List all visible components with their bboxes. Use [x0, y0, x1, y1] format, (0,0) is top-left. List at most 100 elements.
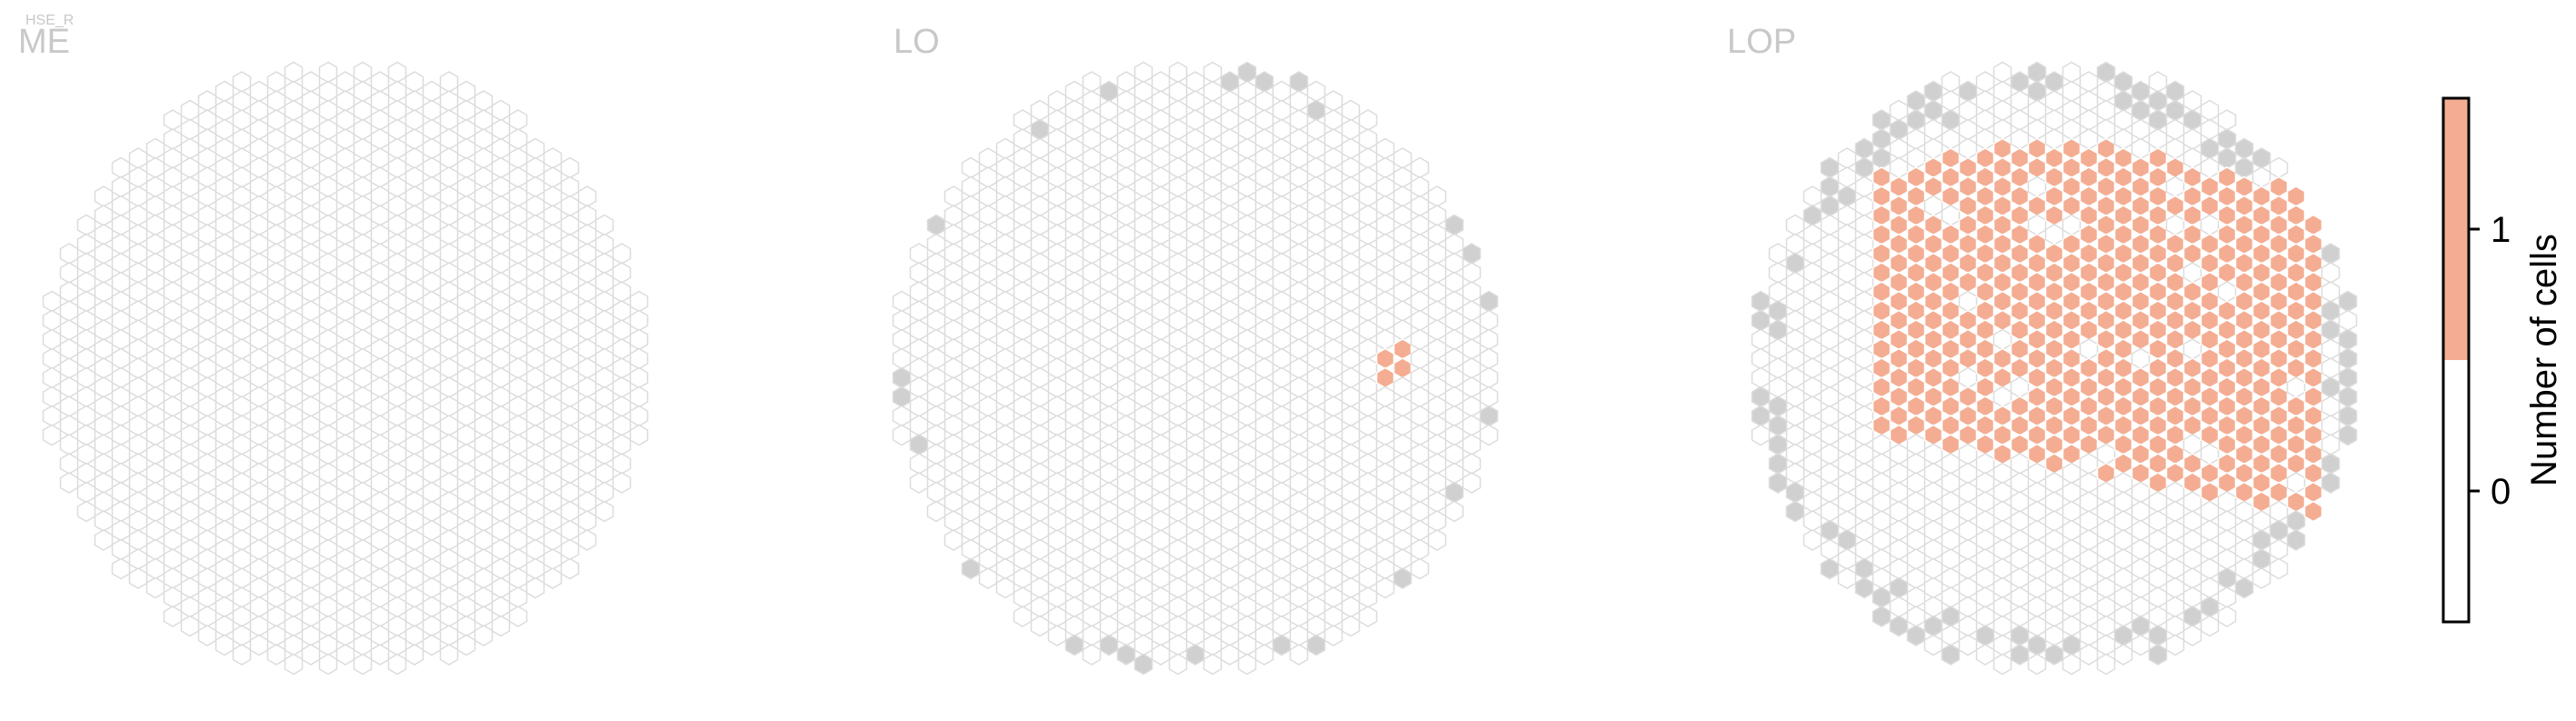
hex-column — [2113, 376, 2133, 398]
hex-column — [2234, 214, 2254, 236]
hex-column — [1479, 424, 1499, 446]
hex-column — [508, 185, 528, 207]
hex-column — [1923, 99, 1943, 122]
hex-column — [76, 424, 96, 446]
hex-column — [2182, 510, 2202, 532]
hex-column — [2131, 576, 2151, 599]
hex-column — [1854, 271, 1874, 294]
hex-column — [2217, 262, 2237, 284]
hex-column — [1254, 625, 1274, 646]
hex-column — [1410, 424, 1430, 446]
hex-column — [1375, 481, 1395, 504]
hex-column — [232, 453, 252, 475]
hex-column — [2044, 472, 2064, 494]
hex-column — [1237, 424, 1257, 446]
hex-column — [1889, 156, 1909, 179]
hex-column — [301, 396, 321, 417]
hex-column — [961, 386, 981, 408]
hex-column — [284, 538, 304, 561]
hex-column — [145, 366, 165, 389]
hex-column — [978, 338, 998, 360]
hex-column — [232, 128, 252, 150]
hex-column — [1306, 615, 1326, 637]
hex-column — [439, 205, 459, 226]
hex-column — [1289, 510, 1309, 532]
hex-column — [1168, 519, 1188, 542]
hex-column — [1082, 224, 1102, 245]
hex-column — [1410, 443, 1430, 466]
hex-column — [163, 453, 183, 475]
hex-column — [456, 99, 476, 122]
hex-column — [629, 290, 649, 313]
hex-column — [422, 347, 442, 370]
hex-column — [301, 300, 321, 322]
hex-column — [422, 405, 442, 427]
panel-title-me: ME — [18, 23, 70, 61]
hex-column — [474, 128, 494, 150]
hex-column — [491, 386, 511, 408]
hex-column — [266, 586, 286, 608]
hex-column — [197, 357, 217, 379]
hex-column — [2044, 109, 2064, 131]
hex-column — [335, 300, 355, 322]
hex-column — [2079, 415, 2099, 436]
hex-column — [1237, 481, 1257, 504]
hex-column — [1254, 586, 1274, 608]
hex-column — [474, 491, 494, 513]
hex-column — [2027, 634, 2047, 656]
hex-column — [1802, 300, 1822, 322]
hex-column — [1872, 491, 1892, 513]
hex-column — [266, 166, 286, 188]
hex-column — [1410, 405, 1430, 427]
hex-column — [2338, 386, 2358, 408]
hex-column — [1220, 243, 1240, 265]
hex-column — [1064, 175, 1084, 198]
panel-lo: LO — [892, 23, 1499, 676]
hex-column — [1237, 252, 1257, 275]
hex-column — [456, 118, 476, 141]
hex-column — [2131, 328, 2151, 351]
hex-column — [2286, 529, 2306, 551]
hex-column — [1289, 415, 1309, 436]
hex-column — [2252, 548, 2271, 570]
hex-column — [1272, 462, 1292, 485]
hex-column — [197, 205, 217, 226]
hex-column — [1341, 214, 1361, 236]
hex-column — [301, 357, 321, 379]
hex-column — [1306, 328, 1326, 351]
hex-column — [2303, 481, 2323, 504]
hex-column — [594, 214, 614, 236]
hex-column — [456, 386, 476, 408]
hex-column — [2200, 118, 2220, 141]
hex-column — [215, 80, 235, 103]
hex-column — [560, 347, 580, 370]
hex-column — [2027, 576, 2047, 599]
hex-column — [301, 453, 321, 475]
hex-column — [370, 90, 390, 112]
hex-column — [909, 338, 929, 360]
hex-column — [909, 415, 929, 436]
hex-column — [335, 90, 355, 112]
hex-column — [1082, 338, 1102, 360]
hex-column — [145, 214, 165, 236]
hex-column — [961, 252, 981, 275]
hex-column — [180, 576, 200, 599]
hex-column — [1341, 271, 1361, 294]
hex-column — [163, 415, 183, 436]
hex-column — [197, 147, 217, 169]
hex-column — [1168, 481, 1188, 504]
hex-column — [508, 491, 528, 513]
hex-column — [145, 290, 165, 313]
hex-column — [1837, 357, 1857, 379]
hex-column — [1237, 615, 1257, 637]
hex-column — [1889, 519, 1909, 542]
hex-column — [1820, 252, 1840, 275]
hex-column — [2200, 271, 2220, 294]
hex-column — [2200, 137, 2220, 160]
hex-column — [1837, 338, 1857, 360]
hex-column — [944, 338, 964, 360]
hex-column — [1906, 510, 1926, 532]
hex-column — [2252, 166, 2271, 188]
hex-column — [1889, 576, 1909, 599]
hex-column — [1393, 300, 1413, 322]
